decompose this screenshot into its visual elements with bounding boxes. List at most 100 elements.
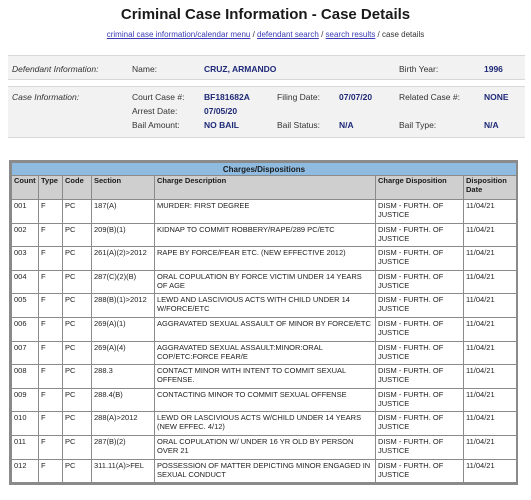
cell-count: 003 [11, 246, 39, 271]
cell-code: PC [62, 364, 92, 389]
cell-section: 209(B)(1) [91, 222, 155, 248]
cell-count: 006 [11, 316, 39, 342]
defendant-info-panel: Defendant Information: Name: CRUZ, ARMAN… [8, 55, 525, 80]
cell-disposition-date: 11/04/21 [462, 340, 518, 366]
table-row: 011 F PC 287(B)(2) ORAL COPULATION W/ UNDER … [11, 434, 518, 460]
cell-charge-description: POSSESSION OF MATTER DEPICTING MINOR ENG… [154, 458, 376, 484]
cell-disposition: DISM - FURTH. OF JUSTICE [375, 434, 464, 460]
related-case-label: Related Case #: [399, 92, 460, 102]
cell-section: 288(A)>2012 [91, 411, 155, 436]
cell-type: F [38, 434, 63, 460]
related-case-value: NONE [484, 92, 509, 102]
charges-table-body: 001 F PC 187(A) MURDER: FIRST DEGREE DISM - F… [11, 199, 518, 484]
table-row: 006 F PC 269(A)(1) AGGRAVATED SEXUAL ASSAULT… [11, 316, 518, 342]
column-header-type: Type [38, 175, 63, 200]
cell-disposition-date: 11/04/21 [462, 458, 518, 484]
cell-disposition: DISM - FURTH. OF JUSTICE [375, 364, 464, 389]
cell-charge-description: RAPE BY FORCE/FEAR ETC. (NEW EFFECTIVE 2… [154, 246, 376, 271]
cell-section: 269(A)(1) [91, 316, 155, 342]
page-title: Criminal Case Information - Case Details [120, 6, 411, 23]
cell-section: 287(B)(2) [91, 434, 155, 460]
cell-disposition-date: 11/04/21 [462, 387, 518, 413]
cell-type: F [38, 293, 63, 318]
cell-section: 269(A)(4) [91, 340, 155, 366]
column-header-section: Section [91, 175, 155, 200]
cell-disposition: DISM - FURTH. OF JUSTICE [375, 269, 464, 295]
cell-code: PC [62, 246, 92, 271]
case-info-panel: Case Information: Court Case #: BF181682… [8, 86, 525, 138]
table-row: 007 F PC 269(A)(4) AGGRAVATED SEXUAL ASSAULT… [11, 340, 518, 366]
cell-charge-description: ORAL COPULATION BY FORCE VICTIM UNDER 14… [154, 269, 376, 295]
cell-disposition-date: 11/04/21 [462, 411, 518, 436]
bail-type-label: Bail Type: [399, 120, 437, 130]
cell-charge-description: MURDER: FIRST DEGREE [154, 199, 376, 224]
bail-status-label: Bail Status: [277, 120, 320, 130]
cell-type: F [38, 316, 63, 342]
cell-count: 004 [11, 269, 39, 295]
breadcrumb-current: case details [382, 30, 425, 39]
cell-count: 008 [11, 364, 39, 389]
bail-amount-value: NO BAIL [204, 120, 239, 130]
cell-section: 261(A)(2)>2012 [91, 246, 155, 271]
cell-section: 187(A) [91, 199, 155, 224]
breadcrumb-link-search-results[interactable]: search results [325, 30, 376, 39]
column-header-disposition-date: Disposition Date [462, 175, 518, 200]
breadcrumb-link-calendar-menu[interactable]: criminal case information/calendar menu [106, 30, 251, 39]
column-header-disposition: Charge Disposition [375, 175, 464, 200]
cell-charge-description: CONTACT MINOR WITH INTENT TO COMMIT SEXU… [154, 364, 376, 389]
court-case-value: BF181682A [204, 92, 250, 102]
filing-date-value: 07/07/20 [339, 92, 373, 102]
cell-disposition: DISM - FURTH. OF JUSTICE [375, 246, 464, 271]
column-header-description: Charge Description [154, 175, 376, 200]
table-row: 012 F PC 311.11(A)>FEL POSSESSION OF MATTER … [11, 458, 518, 484]
table-row: 008 F PC 288.3 CONTACT MINOR WITH INTENT TO … [11, 364, 518, 389]
cell-code: PC [62, 293, 92, 318]
cell-type: F [38, 458, 63, 484]
cell-code: PC [62, 199, 92, 224]
cell-section: 287(C)(2)(B) [91, 269, 155, 295]
cell-count: 005 [11, 293, 39, 318]
cell-section: 288.3 [91, 364, 155, 389]
table-row: 002 F PC 209(B)(1) KIDNAP TO COMMIT ROBBERY/… [11, 222, 518, 248]
filing-date-label: Filing Date: [277, 92, 320, 102]
cell-section: 288.4(B) [91, 387, 155, 413]
cell-disposition-date: 11/04/21 [462, 199, 518, 224]
cell-code: PC [62, 316, 92, 342]
charges-table-panel: Charges/Dispositions Count Type Code Sec… [9, 160, 518, 486]
arrest-date-label: Arrest Date: [132, 106, 178, 116]
cell-charge-description: ORAL COPULATION W/ UNDER 16 YR OLD BY PE… [154, 434, 376, 460]
cell-type: F [38, 387, 63, 413]
cell-charge-description: KIDNAP TO COMMIT ROBBERY/RAPE/289 PC/ETC [154, 222, 376, 248]
cell-disposition: DISM - FURTH. OF JUSTICE [375, 293, 464, 318]
cell-disposition: DISM - FURTH. OF JUSTICE [375, 316, 464, 342]
cell-disposition-date: 11/04/21 [462, 269, 518, 295]
table-row: 004 F PC 287(C)(2)(B) ORAL COPULATION BY FOR… [11, 269, 518, 295]
cell-count: 009 [11, 387, 39, 413]
breadcrumb-separator: / [250, 30, 258, 39]
cell-disposition: DISM - FURTH. OF JUSTICE [375, 199, 464, 224]
cell-charge-description: LEWD OR LASCIVIOUS ACTS W/CHILD UNDER 14… [154, 411, 376, 436]
charges-table: Charges/Dispositions Count Type Code Sec… [10, 162, 518, 484]
cell-disposition: DISM - FURTH. OF JUSTICE [375, 222, 464, 248]
table-row: 010 F PC 288(A)>2012 LEWD OR LASCIVIOUS ACTS… [11, 411, 518, 436]
bail-amount-label: Bail Amount: [132, 120, 180, 130]
column-header-count: Count [11, 175, 39, 200]
cell-code: PC [62, 387, 92, 413]
cell-disposition-date: 11/04/21 [462, 293, 518, 318]
cell-type: F [38, 411, 63, 436]
table-row: 001 F PC 187(A) MURDER: FIRST DEGREE DISM - F… [11, 199, 518, 224]
breadcrumb-separator: / [375, 30, 382, 39]
cell-code: PC [62, 411, 92, 436]
bail-type-value: N/A [484, 120, 499, 130]
defendant-section-label: Defendant Information: [12, 64, 99, 74]
table-row: 009 F PC 288.4(B) CONTACTING MINOR TO COMMIT… [11, 387, 518, 413]
arrest-date-value: 07/05/20 [204, 106, 238, 116]
cell-type: F [38, 246, 63, 271]
birth-year-label: Birth Year: [399, 64, 439, 74]
cell-disposition-date: 11/04/21 [462, 434, 518, 460]
cell-disposition-date: 11/04/21 [462, 364, 518, 389]
cell-code: PC [62, 434, 92, 460]
breadcrumb-link-defendant-search[interactable]: defendant search [257, 30, 319, 39]
cell-disposition-date: 11/04/21 [462, 246, 518, 271]
cell-type: F [38, 340, 63, 366]
